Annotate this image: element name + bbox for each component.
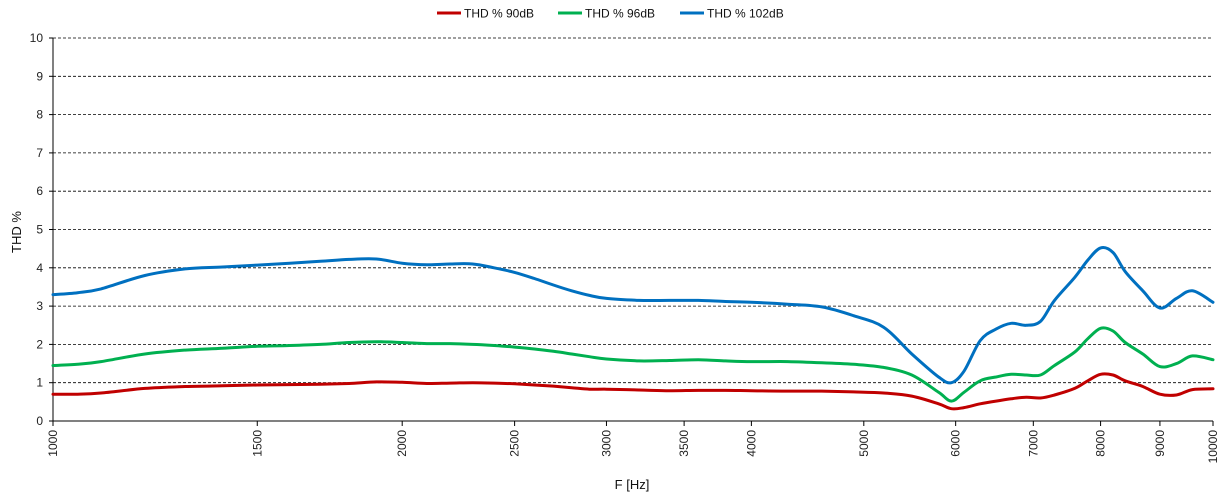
legend-label-3: THD % 102dB — [707, 7, 784, 21]
xtick-label-2000: 2000 — [395, 430, 409, 457]
xtick-label-10000: 10000 — [1206, 430, 1220, 464]
ytick-label-10: 10 — [30, 31, 44, 45]
y-axis-title: THD % — [9, 211, 24, 253]
series-lines — [51, 246, 1215, 411]
series-line-1 — [51, 372, 1215, 411]
ytick-label-7: 7 — [36, 146, 43, 160]
xtick-label-1000: 1000 — [46, 430, 60, 457]
xtick-label-3000: 3000 — [599, 430, 613, 457]
x-tick-labels: 1000 1500 2000 2500 3000 3500 4000 5000 6000 7000… — [46, 430, 1220, 464]
ytick-label-9: 9 — [36, 69, 43, 83]
axes — [49, 37, 1214, 426]
y-tick-labels: 0 1 2 3 4 5 6 7 8 9 10 — [30, 31, 44, 428]
xtick-label-3500: 3500 — [677, 430, 691, 457]
series-line-2 — [51, 326, 1215, 403]
grid-lines — [53, 37, 1213, 384]
xtick-label-8000: 8000 — [1094, 430, 1108, 457]
x-axis-title: F [Hz] — [615, 477, 650, 492]
ytick-label-8: 8 — [36, 108, 43, 122]
ytick-label-5: 5 — [36, 223, 43, 237]
xtick-label-9000: 9000 — [1153, 430, 1167, 457]
xtick-label-2500: 2500 — [508, 430, 522, 457]
xtick-label-1500: 1500 — [250, 430, 264, 457]
ytick-label-4: 4 — [36, 261, 43, 275]
xtick-label-5000: 5000 — [857, 430, 871, 457]
ytick-label-2: 2 — [36, 337, 43, 351]
ytick-label-6: 6 — [36, 184, 43, 198]
ytick-label-1: 1 — [36, 376, 43, 390]
xtick-label-7000: 7000 — [1026, 430, 1040, 457]
xtick-label-6000: 6000 — [949, 430, 963, 457]
legend: THD % 90dB THD % 96dB THD % 102dB — [437, 7, 784, 21]
xtick-label-4000: 4000 — [744, 430, 758, 457]
series-line-3 — [51, 246, 1215, 385]
legend-label-1: THD % 90dB — [464, 7, 534, 21]
ytick-label-0: 0 — [36, 414, 43, 428]
legend-label-2: THD % 96dB — [585, 7, 655, 21]
ytick-label-3: 3 — [36, 299, 43, 313]
